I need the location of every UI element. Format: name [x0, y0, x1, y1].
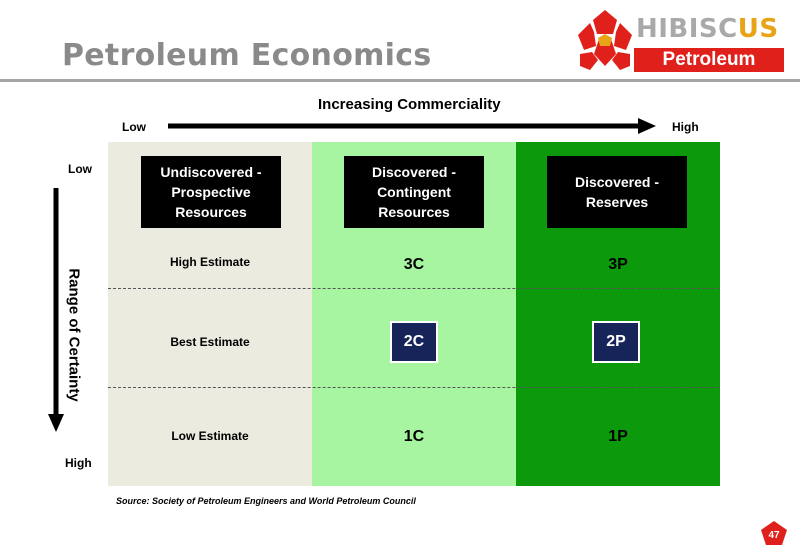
logo-wordmark: Hibiscus — [636, 14, 779, 44]
y-axis-low-label: Low — [68, 162, 92, 176]
logo-word-highlight: us — [737, 14, 779, 44]
heading-contingent-resources: Discovered - Contingent Resources — [344, 156, 484, 228]
row-divider — [108, 387, 720, 388]
row-label-high-estimate: High Estimate — [169, 255, 250, 269]
badge-2c: 2C — [390, 321, 438, 363]
badge-2p: 2P — [592, 321, 640, 363]
y-axis-high-label: High — [65, 456, 92, 470]
page-title: Petroleum Economics — [62, 38, 432, 73]
page-number-badge: 47 — [761, 521, 787, 545]
down-arrow-icon — [48, 188, 64, 432]
source-note: Source: Society of Petroleum Engineers a… — [116, 496, 416, 506]
x-axis-title: Increasing Commerciality — [318, 96, 501, 113]
company-logo: Hibiscus Petroleum — [576, 8, 786, 74]
pentagon-icon — [761, 521, 787, 545]
cell-3c: 3C — [403, 256, 425, 273]
right-arrow-icon — [168, 118, 656, 134]
y-axis-title: Range of Certainty — [65, 268, 83, 402]
row-divider — [108, 288, 720, 289]
x-axis-low-label: Low — [122, 120, 146, 134]
title-divider — [0, 79, 800, 82]
page-number: 47 — [768, 530, 780, 541]
logo-word-main: Hibisc — [636, 14, 738, 44]
heading-reserves: Discovered - Reserves — [547, 156, 687, 228]
row-label-best-estimate: Best Estimate — [170, 335, 250, 349]
cell-3p: 3P — [608, 256, 628, 273]
row-label-low-estimate: Low Estimate — [171, 429, 249, 443]
hibiscus-flower-icon — [578, 10, 632, 70]
x-axis-high-label: High — [672, 120, 699, 134]
cell-1p: 1P — [608, 428, 628, 445]
cell-1c: 1C — [403, 428, 425, 445]
logo-subtitle: Petroleum — [634, 48, 784, 72]
heading-prospective-resources: Undiscovered - Prospective Resources — [141, 156, 281, 228]
